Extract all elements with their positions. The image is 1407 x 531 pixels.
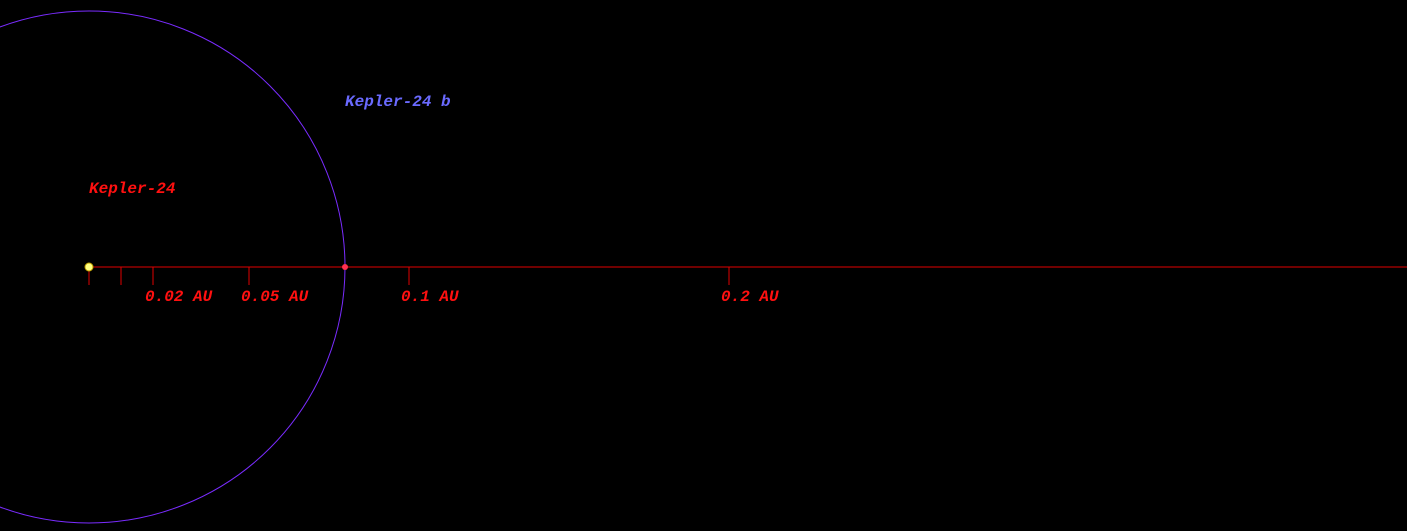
star bbox=[84, 262, 94, 272]
scale-tick-label: 0.02 AU bbox=[145, 288, 213, 306]
scale-tick-label: 0.2 AU bbox=[721, 288, 779, 306]
planet bbox=[342, 264, 348, 270]
planet-label: Kepler-24 b bbox=[345, 93, 451, 111]
scale-tick-label: 0.1 AU bbox=[401, 288, 459, 306]
scale-tick-label: 0.05 AU bbox=[241, 288, 309, 306]
star-label: Kepler-24 bbox=[89, 180, 176, 198]
